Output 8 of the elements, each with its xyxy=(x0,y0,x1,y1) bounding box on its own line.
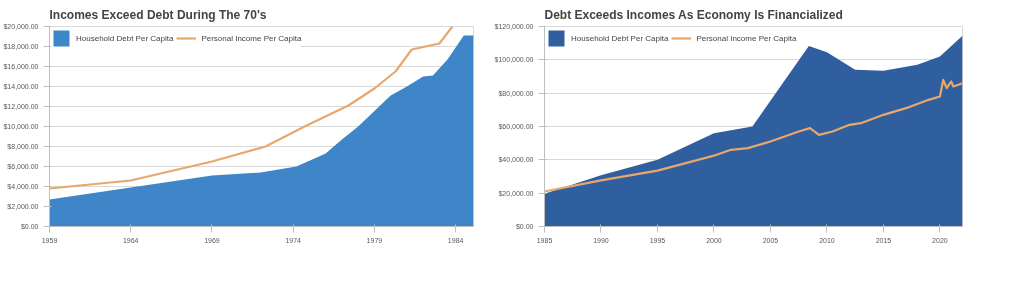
legend-label: Personal Income Per Capita xyxy=(696,33,797,43)
chart-title: Incomes Exceed Debt During The 70's xyxy=(49,7,267,22)
line-series xyxy=(49,26,454,190)
legend-label: Household Debt Per Capita xyxy=(571,33,669,43)
legend-label: Personal Income Per Capita xyxy=(201,33,302,43)
line-series xyxy=(544,78,963,193)
legend-label: Household Debt Per Capita xyxy=(76,33,174,43)
chart-title: Debt Exceeds Incomes As Economy Is Financialized xyxy=(544,7,843,22)
